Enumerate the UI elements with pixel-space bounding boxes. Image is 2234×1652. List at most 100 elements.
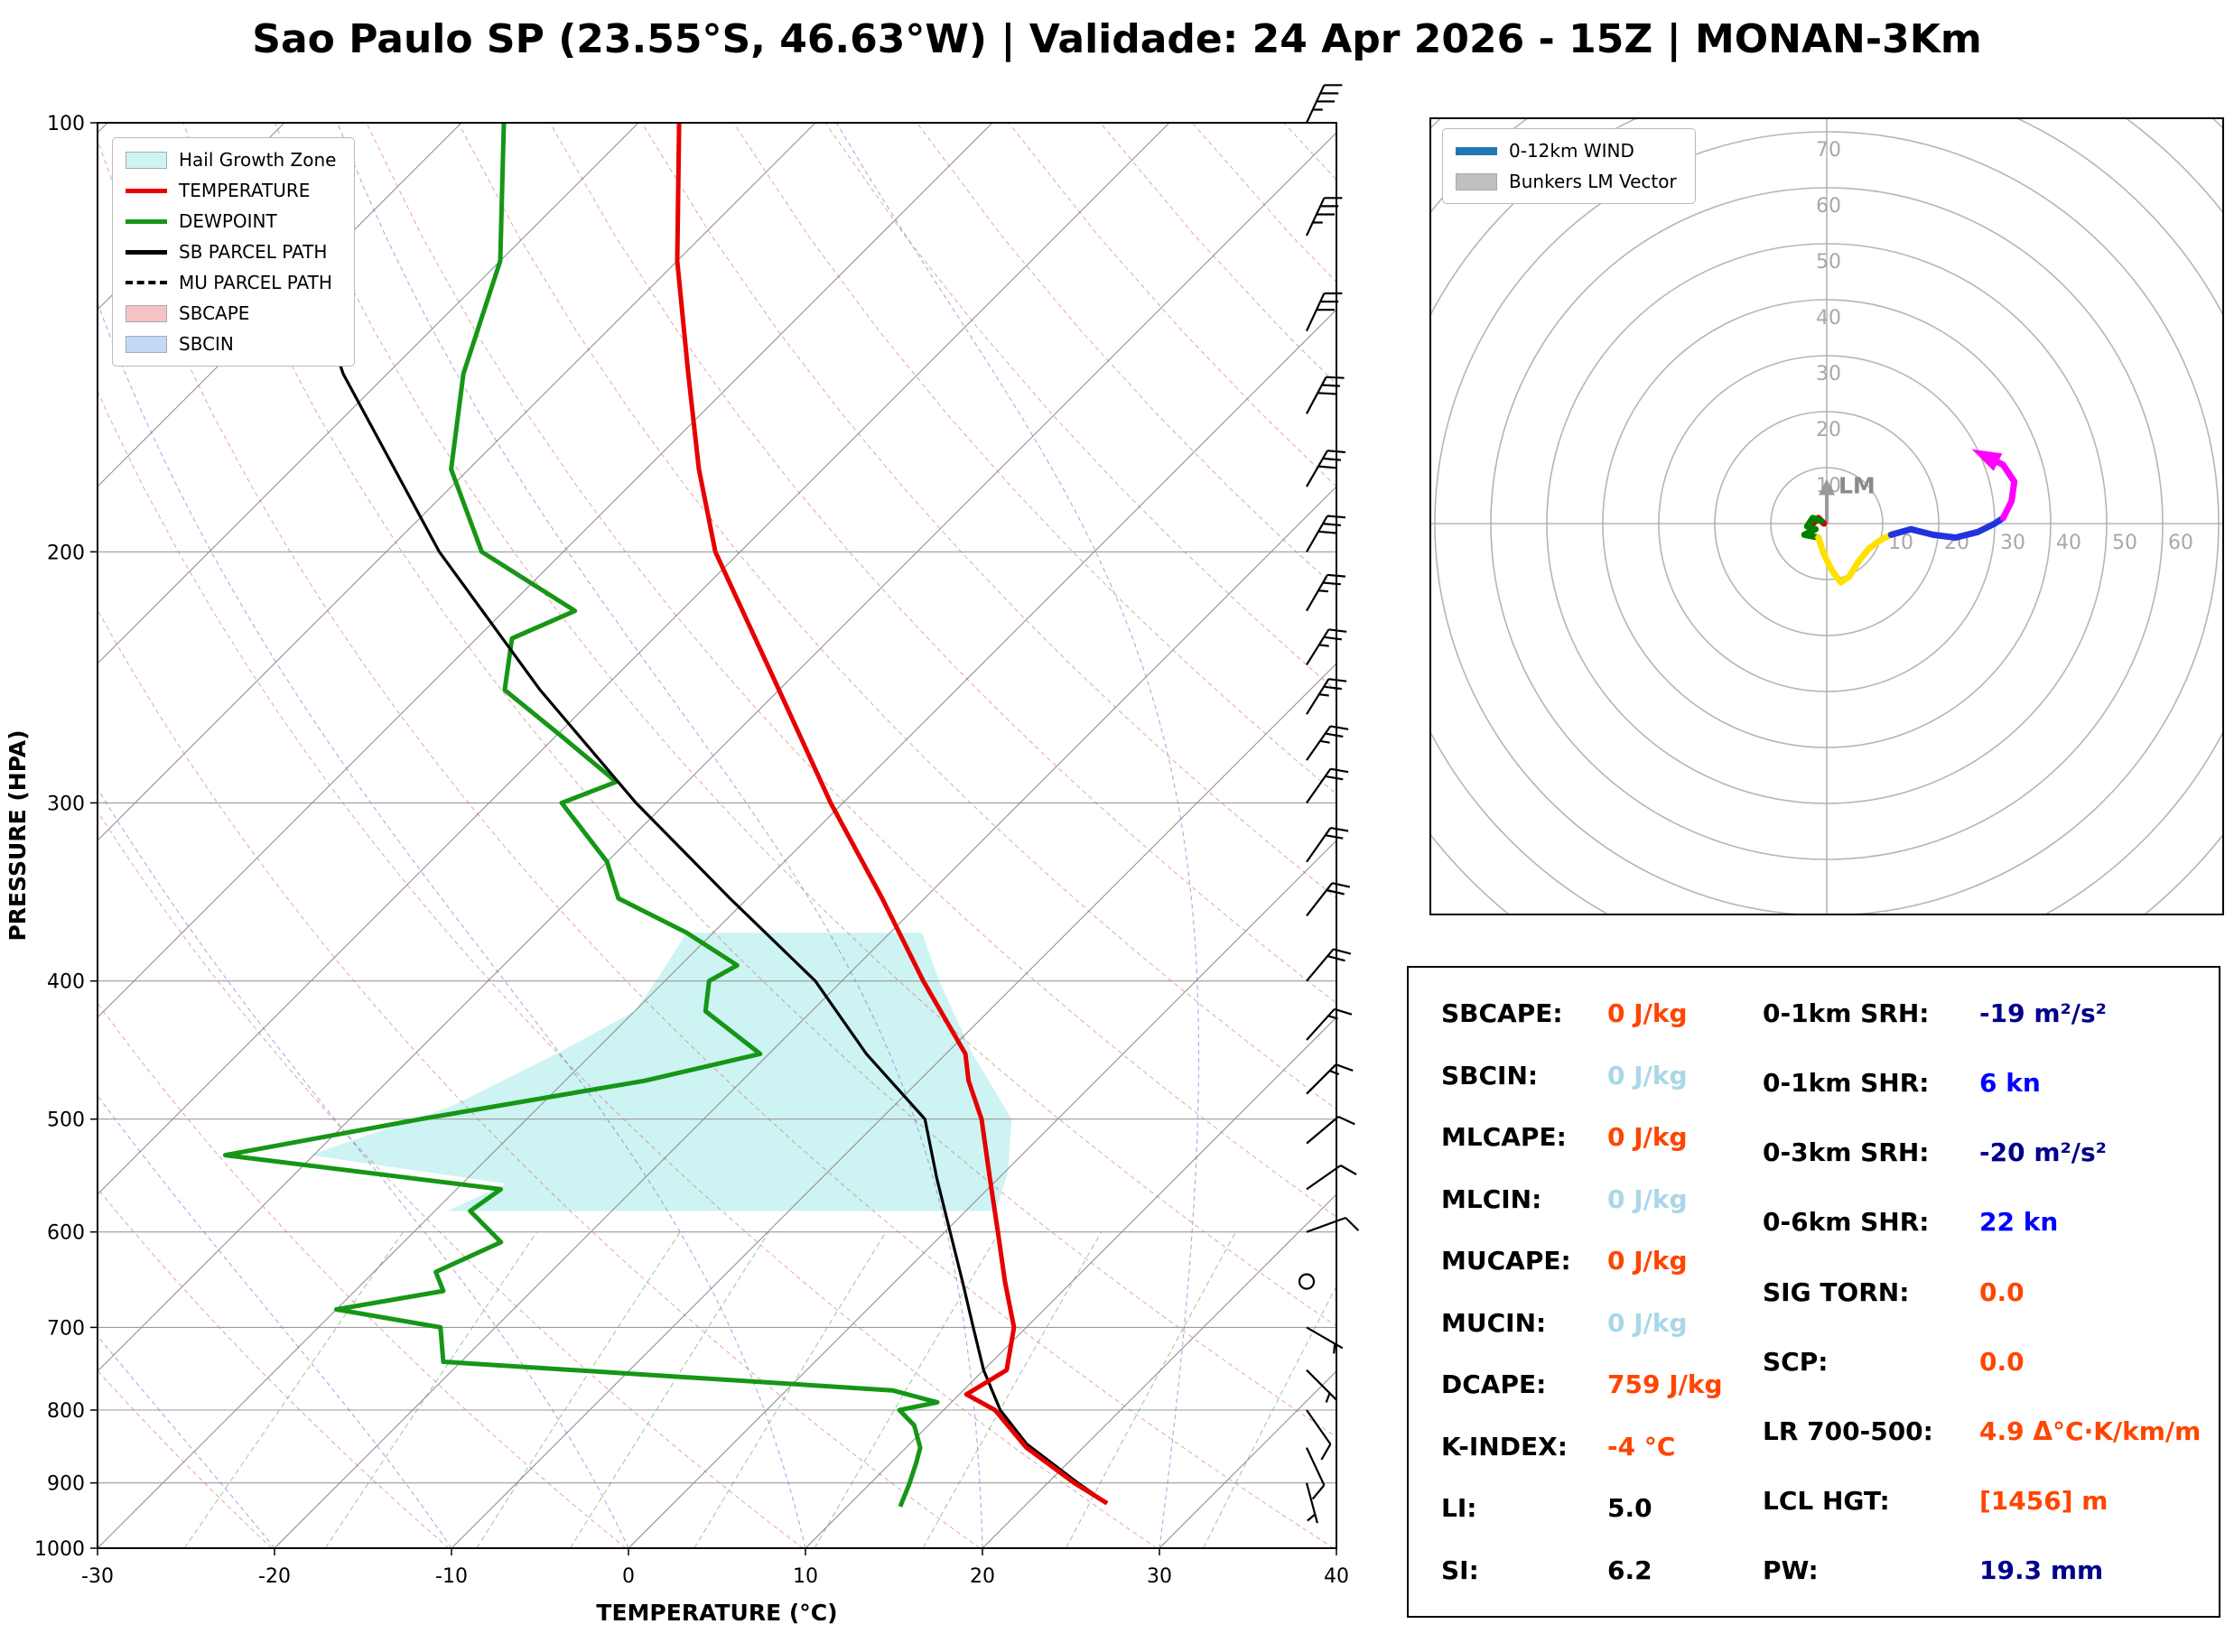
legend-item: DEWPOINT	[126, 210, 336, 232]
wind-barb	[1306, 1409, 1332, 1461]
temperature-tick-label: -10	[435, 1565, 468, 1588]
wind-barb	[1306, 1369, 1337, 1403]
ring-label: 20	[1816, 419, 1841, 441]
index-label: K-INDEX:	[1441, 1431, 1568, 1462]
wind-barb	[1306, 1326, 1344, 1354]
index-value: 0.0	[1979, 1276, 2025, 1307]
index-row: MLCAPE: 0 J/kg	[1441, 1122, 1748, 1152]
index-label: SIG TORN:	[1763, 1276, 1910, 1307]
index-label: LI:	[1441, 1493, 1477, 1524]
index-row: LI: 5.0	[1441, 1493, 1748, 1523]
wind-barb	[1306, 84, 1343, 124]
legend-item: TEMPERATURE	[126, 180, 336, 201]
bunkers-lm-swatch	[1456, 172, 1497, 190]
lm-label: LM	[1838, 472, 1876, 498]
index-value: 22 kn	[1979, 1207, 2059, 1238]
indices-right-column: 0-1km SRH: -19 m²/s² 0-1km SHR: 6 kn 0-3km S…	[1763, 998, 2214, 1585]
index-value: -4 °C	[1607, 1431, 1676, 1462]
wind-barb	[1306, 197, 1343, 237]
index-value: 0 J/kg	[1607, 1183, 1688, 1214]
index-row: LR 700-500: 4.9 Δ°C·K/km/m	[1763, 1416, 2214, 1446]
ring-label: 40	[2056, 532, 2081, 554]
legend-label: SB PARCEL PATH	[179, 241, 328, 263]
wind-barb	[1306, 376, 1345, 414]
temperature-tick-label: 0	[622, 1565, 635, 1588]
temperature-tick-label: 10	[793, 1565, 818, 1588]
legend-label: SBCIN	[179, 333, 234, 355]
ring-label: 60	[1816, 195, 1841, 218]
wind-barb	[1306, 767, 1349, 804]
index-value: 6.2	[1607, 1555, 1652, 1585]
index-value: -20 m²/s²	[1979, 1137, 2107, 1168]
hodograph-plot: 1010202030304040505060607070LM	[1429, 117, 2224, 915]
legend-label: SBCAPE	[179, 302, 250, 324]
legend-item: SBCAPE	[126, 302, 336, 324]
index-row: 0-1km SRH: -19 m²/s²	[1763, 998, 2214, 1028]
wind-barb	[1306, 450, 1345, 487]
pressure-tick-label: 200	[47, 542, 85, 564]
index-row: SBCIN: 0 J/kg	[1441, 1061, 1748, 1091]
pressure-tick-label: 600	[47, 1222, 85, 1245]
index-label: LR 700-500:	[1763, 1415, 1933, 1446]
ring-label: 30	[2000, 532, 2025, 554]
index-label: 0-1km SHR:	[1763, 1068, 1930, 1099]
wind-barb-calm	[1298, 1273, 1316, 1290]
dewpoint-swatch	[126, 218, 167, 224]
wind-barb	[1306, 1165, 1357, 1191]
wind-barb	[1306, 725, 1349, 761]
index-row: K-INDEX: -4 °C	[1441, 1432, 1748, 1462]
temperature-tick-label: 30	[1147, 1565, 1172, 1588]
index-value: 0 J/kg	[1607, 1060, 1688, 1091]
wind-barb	[1306, 515, 1345, 552]
legend-label: TEMPERATURE	[179, 180, 311, 201]
index-row: SBCAPE: 0 J/kg	[1441, 998, 1748, 1028]
y-axis-label: PRESSURE (HPA)	[5, 729, 31, 941]
pressure-tick-label: 700	[47, 1317, 85, 1340]
temperature-tick-label: 40	[1324, 1565, 1349, 1588]
legend-label: 0-12km WIND	[1509, 140, 1634, 162]
index-label: PW:	[1763, 1555, 1819, 1585]
index-row: SI: 6.2	[1441, 1555, 1748, 1585]
legend-label: Bunkers LM Vector	[1509, 171, 1677, 192]
index-label: SBCIN:	[1441, 1060, 1539, 1091]
legend-item: SBCIN	[126, 333, 336, 355]
indices-left-column: SBCAPE: 0 J/kg SBCIN: 0 J/kg MLCAPE: 0 J/kg ML…	[1441, 998, 1748, 1585]
ring-label: 50	[1816, 251, 1841, 274]
sbcin-swatch	[126, 335, 167, 353]
temperature-swatch	[126, 188, 167, 193]
index-value: -19 m²/s²	[1979, 998, 2107, 1028]
index-row: MLCIN: 0 J/kg	[1441, 1184, 1748, 1214]
legend-item: MU PARCEL PATH	[126, 272, 336, 293]
legend-item: 0-12km WIND	[1456, 140, 1677, 162]
temperature-tick-label: -20	[258, 1565, 291, 1588]
index-value: 0.0	[1979, 1346, 2025, 1377]
hodo-segment-6-9km	[1887, 515, 2006, 541]
hodograph-legend: 0-12km WIND Bunkers LM Vector	[1442, 128, 1696, 204]
wind-trace-swatch	[1456, 146, 1497, 155]
wind-barb	[1306, 1447, 1326, 1500]
dewpoint-curve	[222, 123, 940, 1508]
hodograph-area: 1010202030304040505060607070LM	[1429, 117, 2224, 915]
mu-parcel-swatch	[126, 281, 167, 284]
hodo-segment-1-3km	[1801, 515, 1825, 541]
index-label: MLCIN:	[1441, 1183, 1542, 1214]
wind-barb	[1306, 827, 1349, 863]
skewt-legend: Hail Growth Zone TEMPERATURE DEWPOINT SB PA…	[112, 137, 356, 367]
index-label: 0-6km SHR:	[1763, 1207, 1930, 1238]
index-label: MLCAPE:	[1441, 1122, 1567, 1153]
index-label: 0-1km SRH:	[1763, 998, 1930, 1028]
index-label: DCAPE:	[1441, 1369, 1547, 1400]
index-value: [1456] m	[1979, 1485, 2108, 1516]
index-row: 0-1km SHR: 6 kn	[1763, 1068, 2214, 1098]
index-row: PW: 19.3 mm	[1763, 1555, 2214, 1585]
wind-barb	[1306, 628, 1347, 665]
index-row: 0-6km SHR: 22 kn	[1763, 1207, 2214, 1237]
wind-barb	[1306, 882, 1351, 917]
temperature-tick-label: -30	[81, 1565, 114, 1588]
index-row: SCP: 0.0	[1763, 1347, 2214, 1377]
index-label: MUCAPE:	[1441, 1246, 1571, 1276]
wind-trace-arrowhead	[1971, 449, 2003, 471]
index-row: DCAPE: 759 J/kg	[1441, 1369, 1748, 1399]
index-label: MUCIN:	[1441, 1307, 1547, 1338]
